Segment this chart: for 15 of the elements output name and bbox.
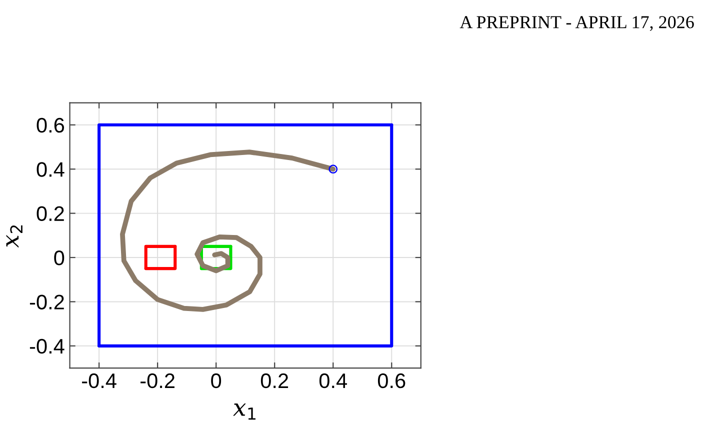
y-tick-label: 0.6 <box>36 118 64 133</box>
y-tick-label: -0.2 <box>30 294 64 310</box>
y-tick-label: 0.2 <box>36 206 64 222</box>
x-tick-label: 0 <box>211 373 222 388</box>
y-tick-label: 0 <box>54 250 64 266</box>
x-tick-label: -0.4 <box>82 373 116 388</box>
x-axis-title: x$_{1}$ <box>233 404 256 420</box>
y-tick-label: -0.4 <box>30 338 64 354</box>
y-axis-title: x$_{2}$ <box>6 225 22 248</box>
text: A PREPRINT - APRIL 17, 2026 <box>460 16 694 31</box>
y-tick-label: 0.4 <box>36 162 64 177</box>
x-tick-label: 0.4 <box>319 373 347 388</box>
x-tick-label: 0.6 <box>378 373 406 388</box>
x-tick-label: 0.2 <box>260 373 288 388</box>
x-tick-label: -0.2 <box>140 373 174 388</box>
